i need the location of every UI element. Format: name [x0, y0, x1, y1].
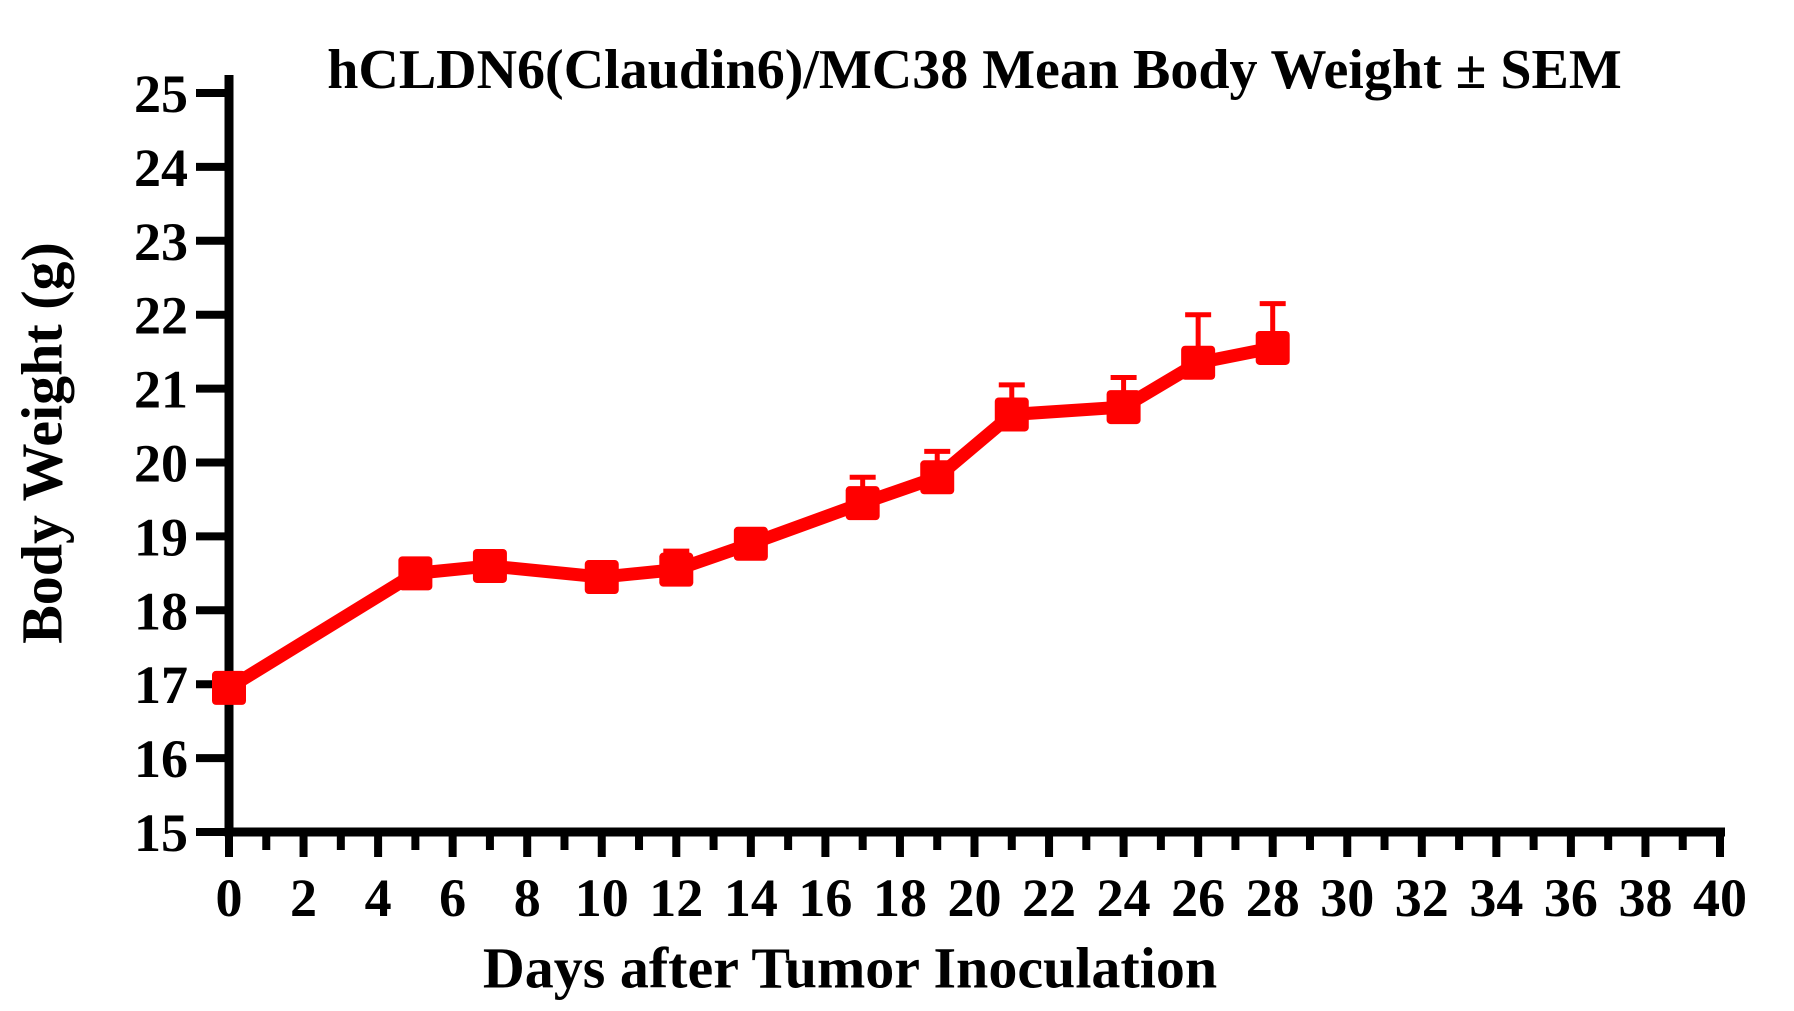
x-tick-label: 10: [575, 868, 629, 928]
x-tick-label: 6: [439, 868, 466, 928]
y-tick-label: 18: [134, 581, 188, 641]
data-point-marker: [212, 670, 246, 705]
x-tick-label: 0: [216, 868, 243, 928]
data-point-marker: [584, 560, 619, 595]
x-tick-label: 26: [1171, 868, 1225, 928]
x-tick-label: 20: [948, 868, 1002, 928]
data-point-marker: [1255, 330, 1290, 365]
y-tick-label: 17: [134, 655, 188, 715]
y-tick-label: 20: [134, 434, 188, 494]
x-tick-label: 14: [724, 868, 778, 928]
x-tick-label: 34: [1469, 868, 1523, 928]
y-tick-label: 25: [134, 64, 188, 124]
x-tick-label: 22: [1022, 868, 1076, 928]
x-tick-label: 24: [1097, 868, 1151, 928]
data-point-marker: [733, 526, 768, 561]
data-point-marker: [994, 397, 1029, 432]
x-tick-label: 36: [1544, 868, 1598, 928]
x-tick-label: 2: [290, 868, 317, 928]
x-axis-title: Days after Tumor Inoculation: [482, 935, 1218, 1001]
x-tick-label: 30: [1320, 868, 1374, 928]
y-tick-label: 23: [134, 212, 188, 272]
y-tick-label: 19: [134, 507, 188, 567]
x-tick-label: 12: [649, 868, 703, 928]
x-tick-label: 40: [1693, 868, 1747, 928]
y-tick-label: 21: [134, 360, 188, 420]
x-tick-label: 16: [798, 868, 852, 928]
y-tick-label: 15: [134, 803, 188, 863]
data-point-marker: [398, 556, 433, 591]
y-tick-label: 22: [134, 286, 188, 346]
data-point-marker: [1106, 390, 1141, 425]
data-point-marker: [1181, 345, 1216, 380]
data-point-marker: [920, 460, 955, 495]
data-point-marker: [659, 552, 694, 587]
data-point-marker: [472, 548, 507, 583]
x-tick-label: 38: [1618, 868, 1672, 928]
x-tick-label: 32: [1395, 868, 1449, 928]
y-tick-label: 16: [134, 729, 188, 789]
x-tick-label: 28: [1246, 868, 1300, 928]
data-point-marker: [845, 486, 880, 521]
y-tick-label: 24: [134, 138, 188, 198]
x-tick-label: 18: [873, 868, 927, 928]
chart-title: hCLDN6(Claudin6)/MC38 Mean Body Weight ±…: [327, 39, 1622, 101]
x-tick-label: 8: [514, 868, 541, 928]
x-tick-label: 4: [365, 868, 392, 928]
